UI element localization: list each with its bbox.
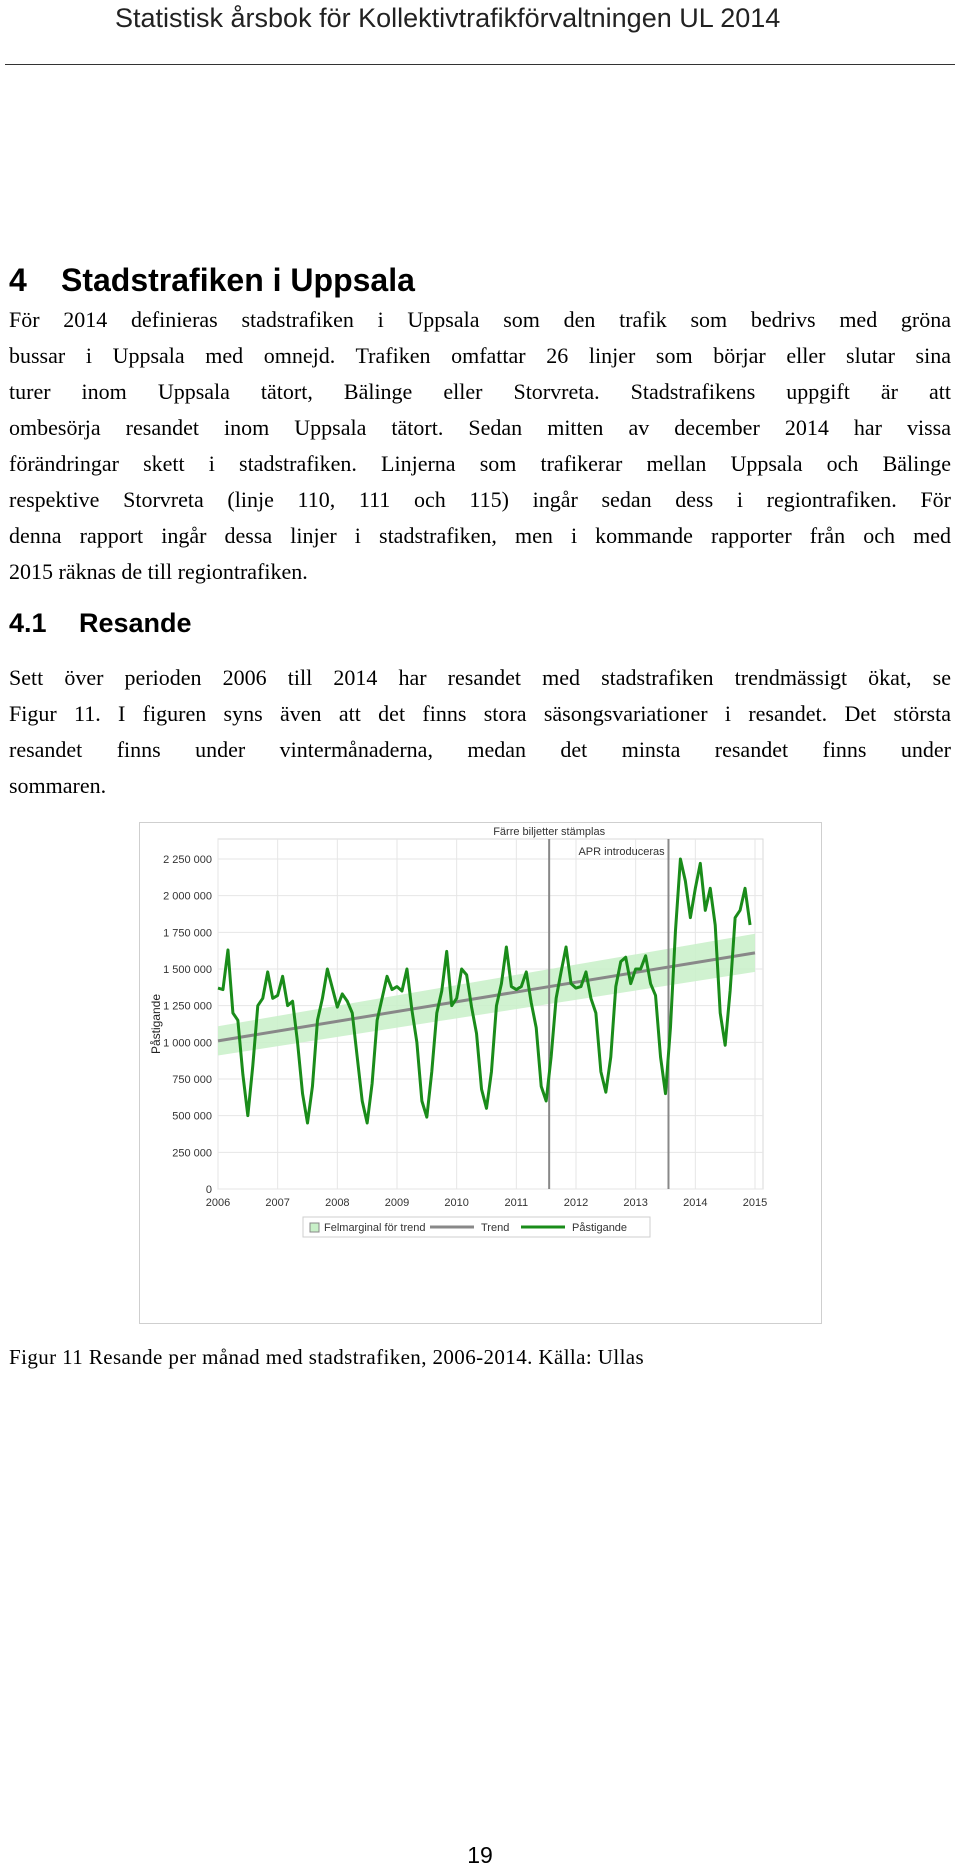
y-tick-label: 1 750 000 <box>163 927 212 939</box>
x-tick-label: 2008 <box>325 1197 349 1209</box>
subsection-title: Resande <box>79 608 192 638</box>
paragraph-line: resandet finns under vintermånaderna, me… <box>9 737 951 762</box>
section-title: Stadstrafiken i Uppsala <box>61 262 415 298</box>
header-rule <box>5 64 955 65</box>
section-paragraph: För 2014 definieras stadstrafiken i Upps… <box>9 302 951 590</box>
paragraph-line: Figur 11. I figuren syns även att det fi… <box>9 701 951 726</box>
x-tick-label: 2011 <box>505 1197 529 1209</box>
paragraph-line: 2015 räknas de till regiontrafiken. <box>9 559 308 584</box>
subsection-paragraph: Sett över perioden 2006 till 2014 har re… <box>9 660 951 804</box>
x-tick-label: 2006 <box>206 1197 230 1209</box>
event-label: APR introduceras <box>578 846 665 858</box>
y-tick-label: 2 000 000 <box>163 891 212 903</box>
paragraph-line: respektive Storvreta (linje 110, 111 och… <box>9 487 951 512</box>
x-tick-label: 2015 <box>743 1197 767 1209</box>
y-tick-label: 0 <box>206 1184 212 1196</box>
paragraph-line: bussar i Uppsala med omnejd. Trafiken om… <box>9 343 951 368</box>
legend-box <box>302 1216 651 1238</box>
subsection-heading: 4.1 Resande <box>9 608 192 639</box>
running-header: Statistisk årsbok för Kollektivtrafikför… <box>115 3 781 33</box>
y-tick-label: 1 000 000 <box>163 1037 212 1049</box>
y-tick-label: 1 250 000 <box>163 1001 212 1013</box>
paragraph-line: denna rapport ingår dessa linjer i stads… <box>9 523 951 548</box>
y-axis-label: Påstigande <box>149 994 163 1054</box>
x-tick-label: 2013 <box>623 1197 647 1209</box>
y-tick-label: 1 500 000 <box>163 964 212 976</box>
trend-line <box>217 951 756 1043</box>
paragraph-line: turer inom Uppsala tätort, Bälinge eller… <box>9 379 951 404</box>
figure-caption: Figur 11 Resande per månad med stadstraf… <box>9 1345 645 1369</box>
series-line-pastigande <box>217 857 752 1125</box>
y-tick-label: 250 000 <box>172 1147 212 1159</box>
paragraph-line: ombesörja resandet inom Uppsala tätort. … <box>9 415 951 440</box>
page-number: 19 <box>467 1842 493 1868</box>
legend-label: Påstigande <box>572 1222 627 1234</box>
y-tick-label: 750 000 <box>172 1074 212 1086</box>
ridership-chart: 0 250 000 500 000 750 000 1 000 000 1 250 000… <box>149 826 767 1238</box>
paragraph-line: förändringar skett i stadstrafiken. Linj… <box>9 451 951 476</box>
figure-frame: 0 250 000 500 000 750 000 1 000 000 1 250 000… <box>139 822 822 1324</box>
y-tick-label: 2 250 000 <box>163 854 212 866</box>
x-tick-label: 2014 <box>683 1197 707 1209</box>
legend-swatch-band <box>309 1222 320 1233</box>
x-tick-label: 2007 <box>265 1197 289 1209</box>
x-tick-label: 2012 <box>564 1197 588 1209</box>
legend-label: Trend <box>481 1222 509 1234</box>
paragraph-line: sommaren. <box>9 773 107 798</box>
section-number: 4 <box>9 262 27 298</box>
event-label: Färre biljetter stämplas <box>493 826 605 838</box>
x-tick-label: 2010 <box>444 1197 468 1209</box>
subsection-number: 4.1 <box>9 608 47 638</box>
paragraph-line: Sett över perioden 2006 till 2014 har re… <box>9 665 951 690</box>
section-heading: 4 Stadstrafiken i Uppsala <box>9 262 415 299</box>
x-tick-label: 2009 <box>385 1197 409 1209</box>
y-tick-label: 500 000 <box>172 1111 212 1123</box>
paragraph-line: För 2014 definieras stadstrafiken i Upps… <box>9 307 951 332</box>
legend-label: Felmarginal för trend <box>324 1222 426 1234</box>
